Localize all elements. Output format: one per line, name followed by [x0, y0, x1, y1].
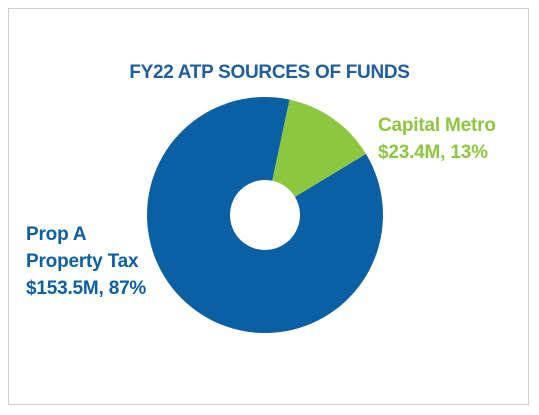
slice	[146, 96, 383, 333]
slice	[272, 99, 366, 197]
category-label: Prop A Property Tax	[26, 224, 139, 272]
value-label: $153.5M, 87%	[26, 278, 147, 299]
value-label: $23.4M, 13%	[378, 142, 488, 163]
chart-frame	[8, 8, 529, 405]
category-label: Capital Metro	[378, 115, 496, 136]
slice-label: Capital Metro $23.4M, 13%	[378, 112, 538, 166]
slice-label: Prop A Property Tax $153.5M, 87%	[26, 221, 166, 302]
chart-title: FY22 ATP SOURCES OF FUNDS	[129, 62, 410, 83]
